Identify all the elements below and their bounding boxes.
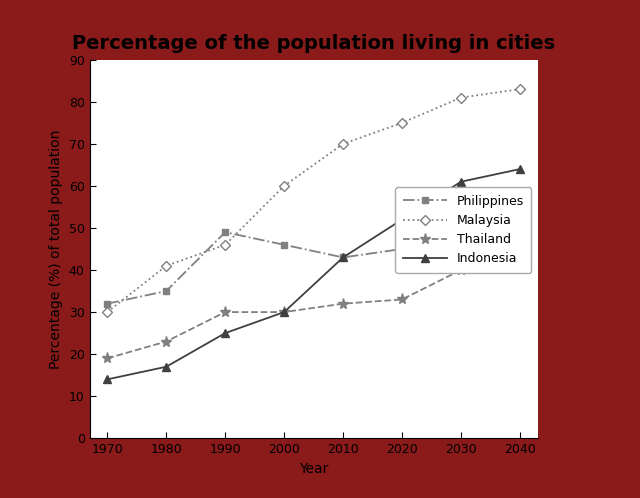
Y-axis label: Percentage (%) of total population: Percentage (%) of total population xyxy=(49,129,63,369)
Philippines xyxy=(163,288,170,294)
Indonesia xyxy=(339,254,347,260)
Malaysia xyxy=(221,242,229,248)
Title: Percentage of the population living in cities: Percentage of the population living in c… xyxy=(72,34,555,53)
Thailand xyxy=(280,309,288,315)
Malaysia xyxy=(104,309,111,315)
Philippines xyxy=(398,246,406,252)
Indonesia xyxy=(221,330,229,336)
Thailand xyxy=(104,356,111,362)
Malaysia xyxy=(339,141,347,147)
Line: Philippines: Philippines xyxy=(104,199,524,307)
Thailand xyxy=(163,339,170,345)
Line: Thailand: Thailand xyxy=(102,223,525,364)
Thailand xyxy=(457,267,465,273)
Thailand xyxy=(398,296,406,302)
Indonesia xyxy=(104,376,111,382)
Thailand xyxy=(221,309,229,315)
Indonesia xyxy=(280,309,288,315)
Indonesia xyxy=(398,217,406,223)
X-axis label: Year: Year xyxy=(299,462,328,476)
Line: Indonesia: Indonesia xyxy=(103,165,524,383)
Philippines xyxy=(104,301,111,307)
Malaysia xyxy=(516,86,524,92)
Legend: Philippines, Malaysia, Thailand, Indonesia: Philippines, Malaysia, Thailand, Indones… xyxy=(396,187,531,273)
Malaysia xyxy=(163,263,170,269)
Malaysia xyxy=(280,183,288,189)
Malaysia xyxy=(398,120,406,126)
Indonesia xyxy=(163,364,170,370)
Philippines xyxy=(280,242,288,248)
Philippines xyxy=(221,229,229,235)
Philippines xyxy=(516,200,524,206)
Philippines xyxy=(339,254,347,260)
Malaysia xyxy=(457,95,465,101)
Thailand xyxy=(516,225,524,231)
Thailand xyxy=(339,301,347,307)
Indonesia xyxy=(516,166,524,172)
Line: Malaysia: Malaysia xyxy=(104,86,524,316)
Philippines xyxy=(457,221,465,227)
Indonesia xyxy=(457,179,465,185)
